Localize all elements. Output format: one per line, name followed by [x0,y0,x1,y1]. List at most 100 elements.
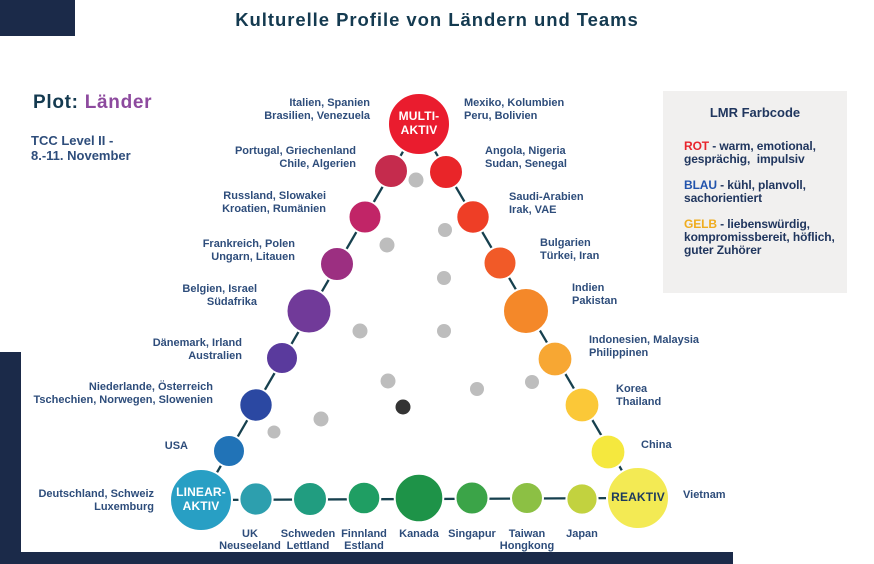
country-label-right-saudi-arabien: Saudi-Arabien Irak, VAE [509,191,584,217]
chain-circle-3 [285,287,333,335]
event-line-2: 8.-11. November [31,147,131,163]
legend-item-line: kompromissbereit, höflich, [684,230,835,244]
legend-item-line: - kühl, planvoll, [716,178,806,192]
country-label-line: Deutschland, Schweiz [38,488,154,500]
country-label-line: Philippinen [589,347,649,359]
country-label-line: Luxemburg [94,501,154,513]
corner-label-reaktiv: REAKTIV [578,489,698,505]
country-label-line: Niederlande, Österreich [88,381,213,393]
corner-circle-linear-aktiv [169,468,233,532]
country-label-bottom-finnland: Finnland Estland [264,528,464,553]
corner-circle-multi-aktiv [387,92,451,156]
country-label-bottom-kanada: Kanada [319,528,519,540]
country-label-line: Estland [344,540,384,553]
country-label-line: Brasilien, Venezuela [264,110,370,122]
country-label-right-vietnam: Vietnam [683,489,726,502]
country-label-line: Kanada [399,528,439,540]
country-label-left-deutschland-schweiz: Deutschland, Schweiz Luxemburg [38,488,154,514]
legend-item-rot: ROT - warm, emotional, gesprächig, impuls… [684,140,847,166]
page-title: Kulturelle Profile von Ländern und Teams [235,8,639,30]
gray-dot-6 [380,373,396,389]
chain-circle-5 [238,387,274,423]
corner-circle-reaktiv [606,466,670,530]
country-label-bottom-uk: UK Neuseeland [150,528,350,553]
corner-label-multi-aktiv: MULTI- AKTIV [359,109,479,137]
country-label-line: Tschechien, Norwegen, Slowenien [33,394,213,406]
country-label-line: Vietnam [683,489,726,501]
corner-label-line: MULTI- [398,109,440,123]
corner-label-line: AKTIV [182,498,220,513]
chain-circle-10 [502,287,550,335]
country-label-left-usa: USA [165,440,188,453]
gray-dot-10 [525,375,539,389]
legend-title: LMR Farbcode [709,105,801,120]
chain-circle-7 [428,154,464,190]
country-label-line: Neuseeland [219,540,281,553]
country-label-line: Portugal, Griechenland [234,145,356,157]
chain-circle-20 [565,482,599,516]
chain-circle-18 [454,480,490,516]
legend-item-line: - liebenswürdig, [716,217,810,231]
chain-circle-11 [536,340,574,378]
country-label-line: Bulgarien [540,237,591,249]
country-label-line: Sudan, Senegal [485,158,567,170]
chain-circle-12 [563,386,601,424]
plot-label: Plot: [33,91,79,113]
country-label-line: Peru, Bolivien [464,110,538,122]
country-label-bottom-singapur: Singapur [372,528,572,540]
gray-dot-5 [437,324,451,338]
chain-circle-17 [393,472,445,524]
country-label-line: China [641,439,672,451]
country-label-line: Russland, Slowakei [223,190,326,202]
legend-item-line: sachorientiert [684,191,762,205]
legend-item-line: - warm, emotional, [709,139,816,153]
country-label-right-indien: Indien Pakistan [572,282,617,308]
country-label-line: Italien, Spanien [289,97,370,109]
country-label-bottom-taiwan: Taiwan Hongkong [427,528,627,553]
gray-dot-1 [379,237,395,253]
chain-circle-6 [212,434,246,468]
country-label-line: Türkei, Iran [540,250,600,262]
left-edge-bar [0,352,21,564]
country-label-line: USA [164,440,188,452]
legend-item-line: gesprächig, impulsiv [684,152,805,166]
legend-item-blau: BLAU - kühl, planvoll, sachorientiert [684,179,847,205]
country-label-line: UK [242,528,258,540]
corner-label-line: REAKTIV [611,489,665,504]
gray-dot-9 [267,425,281,439]
legend-key-gelb: GELB [684,217,717,231]
chain-circle-1 [347,199,383,235]
chain-circle-15 [292,481,328,517]
chain-circle-13 [589,433,627,471]
gray-dot-3 [437,271,451,285]
chain-circle-2 [319,246,355,282]
country-label-line: Taiwan [508,528,546,540]
country-label-line: Ungarn, Litauen [211,251,295,263]
country-label-right-china: China [641,439,672,452]
country-label-right-bulgarien: Bulgarien Türkei, Iran [540,237,599,263]
gray-dot-2 [438,223,452,237]
country-label-line: Australien [188,350,242,362]
chain-circle-14 [238,481,274,517]
top-left-corner-block [0,0,75,36]
country-label-left-portugal-griechenland: Portugal, Griechenland Chile, Algerien [235,145,356,171]
chain-circle-19 [510,481,544,515]
gray-dot-8 [313,411,329,427]
country-label-right-korea: Korea Thailand [616,383,661,409]
country-label-bottom-japan: Japan [482,528,682,540]
legend-key-rot: ROT [684,139,710,153]
country-label-line: Kroatien, Rumänien [222,203,326,215]
country-label-line: Irak, VAE [509,204,557,216]
legend-item-line: guter Zuhörer [684,243,762,257]
country-label-line: Pakistan [572,295,618,307]
country-label-left-niederlande-sterreich: Niederlande, Österreich Tschechien, Norwe… [33,381,213,407]
event-line-1: TCC Level II - [31,132,114,148]
gray-dot-7 [470,382,484,396]
country-label-left-belgien-israel: Belgien, Israel Südafrika [182,283,257,309]
country-label-line: Indonesien, Malaysia [589,334,700,346]
country-label-line: Mexiko, Kolumbien [464,97,565,109]
bottom-edge-bar [0,552,733,564]
country-label-line: Japan [566,528,598,540]
country-label-line: Lettland [286,540,330,553]
